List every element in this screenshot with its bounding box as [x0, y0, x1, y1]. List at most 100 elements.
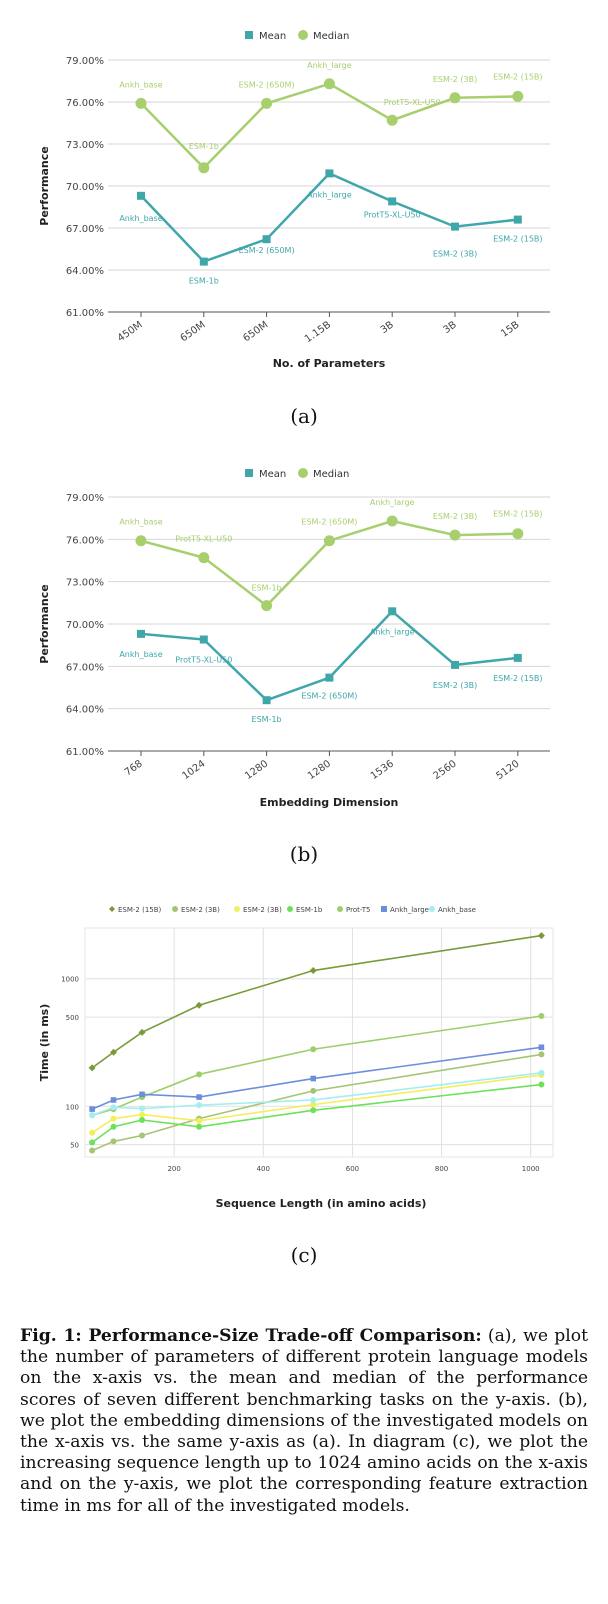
series-line — [91, 934, 542, 1069]
y-tick-label: 76.00% — [66, 535, 104, 546]
series-point — [538, 1044, 545, 1051]
y-tick-label: 100 — [66, 1103, 79, 1111]
series-point — [196, 1071, 203, 1078]
y-tick-label: 73.00% — [66, 578, 104, 589]
mean-point — [451, 222, 459, 231]
series-point — [310, 1096, 317, 1103]
x-tick-label: 3B — [442, 319, 459, 336]
series-point — [110, 1048, 118, 1056]
mean-data-label: ESM-2 (650M) — [301, 692, 357, 701]
series-point — [310, 1046, 317, 1053]
x-tick-label: 1.15B — [303, 319, 333, 345]
mean-point — [262, 696, 271, 705]
mean-data-label: ESM-2 (3B) — [433, 681, 477, 690]
legend-label: Prot-T5 — [346, 906, 370, 914]
mean-data-label: Ankh_base — [119, 214, 162, 223]
legend-marker — [109, 906, 115, 912]
median-point — [135, 97, 147, 109]
median-point — [512, 528, 524, 540]
legend-median-label: Median — [313, 469, 349, 480]
y-tick-label: 70.00% — [66, 182, 104, 193]
legend-median-label: Median — [313, 31, 349, 42]
mean-data-label: ProtT5-XL-U50 — [175, 656, 232, 665]
median-data-label: Ankh_base — [119, 80, 162, 89]
y-axis-title: Performance — [38, 584, 51, 663]
legend-marker — [172, 906, 178, 912]
series-point — [88, 1064, 96, 1072]
caption-title: : Performance-Size Trade-off Comparison: — [75, 1326, 482, 1346]
legend-mean-marker — [245, 469, 253, 477]
mean-point — [137, 629, 145, 638]
median-data-label: ESM-2 (15B) — [493, 72, 542, 81]
legend-mean-label: Mean — [259, 31, 286, 42]
series-point — [537, 932, 545, 940]
x-axis-title: Embedding Dimension — [260, 796, 399, 809]
x-tick-label: 450M — [116, 319, 145, 344]
median-point — [198, 162, 210, 174]
legend-label: ESM-1b — [296, 906, 323, 914]
y-tick-label: 70.00% — [66, 620, 104, 631]
series-point — [139, 1091, 145, 1098]
legend-label: Ankh_base — [438, 906, 476, 914]
mean-data-label: ESM-1b — [189, 277, 219, 286]
y-tick-label: 73.00% — [66, 140, 104, 151]
y-tick-label: 64.00% — [66, 705, 104, 716]
mean-point — [513, 215, 522, 224]
mean-data-label: ProtT5-XL-U50 — [364, 210, 421, 219]
y-tick-label: 79.00% — [66, 56, 104, 67]
series-point — [196, 1102, 203, 1109]
chart-a-parameters: Mean Median 61.00% 64.00% 67.00% 70.00% 73.00%… — [38, 30, 550, 370]
series-point — [196, 1094, 202, 1100]
subfigure-label-a: (a) — [290, 404, 318, 428]
series-line — [91, 1083, 542, 1144]
y-tick-label: 79.00% — [66, 493, 104, 504]
series-point — [89, 1112, 96, 1119]
legend-label: ESM-2 (3B) — [243, 906, 282, 914]
figure-caption: Fig. 1: Performance-Size Trade-off Compa… — [20, 1326, 588, 1517]
subfigure-label-c: (c) — [290, 1243, 318, 1267]
mean-data-label: Ankh_large — [307, 190, 352, 199]
legend-marker — [234, 906, 240, 912]
x-tick-label: 1280 — [306, 758, 333, 782]
series-line — [91, 1015, 542, 1117]
mean-data-label: ESM-2 (650M) — [239, 246, 295, 255]
x-tick-label: 15B — [499, 319, 521, 339]
series-point — [89, 1147, 96, 1154]
legend-label: ESM-2 (3B) — [181, 906, 220, 914]
series-point — [110, 1104, 117, 1111]
x-tick-label: 400 — [257, 1165, 270, 1173]
x-tick-label: 1536 — [369, 758, 396, 782]
y-axis-title: Performance — [38, 146, 51, 225]
plot-border — [84, 927, 554, 1158]
median-point — [386, 515, 398, 527]
mean-point — [388, 607, 397, 616]
median-point — [323, 78, 335, 90]
y-tick-label: 1000 — [61, 976, 79, 984]
y-tick-label: 61.00% — [66, 308, 104, 319]
chart-b-embedding: Mean Median 61.00% 64.00% 67.00% 70.00% 73.00%… — [38, 468, 550, 809]
series-point — [310, 1075, 317, 1082]
y-tick-label: 67.00% — [66, 224, 104, 235]
x-tick-label: 2560 — [432, 758, 459, 782]
legend-label: ESM-2 (15B) — [118, 906, 162, 914]
mean-data-label: ESM-1b — [252, 715, 282, 724]
median-data-label: ESM-2 (3B) — [433, 512, 477, 521]
mean-point — [325, 673, 334, 682]
median-data-label: ESM-2 (650M) — [239, 80, 295, 89]
legend-marker — [381, 906, 387, 912]
mean-point — [451, 660, 459, 669]
series-point — [139, 1105, 146, 1112]
mean-data-label: ESM-2 (3B) — [433, 250, 477, 259]
mean-point — [325, 169, 334, 178]
mean-data-label: ESM-2 (15B) — [493, 235, 542, 244]
series-point — [110, 1138, 117, 1145]
mean-point — [513, 653, 522, 662]
legend-label: Ankh_large — [390, 906, 429, 914]
series-point — [110, 1123, 117, 1130]
legend-mean-marker — [245, 31, 253, 39]
mean-point — [388, 197, 397, 206]
x-axis-title: No. of Parameters — [273, 357, 386, 370]
series-point — [538, 1051, 545, 1058]
y-tick-label: 50 — [70, 1142, 79, 1150]
series-point — [310, 1107, 317, 1114]
